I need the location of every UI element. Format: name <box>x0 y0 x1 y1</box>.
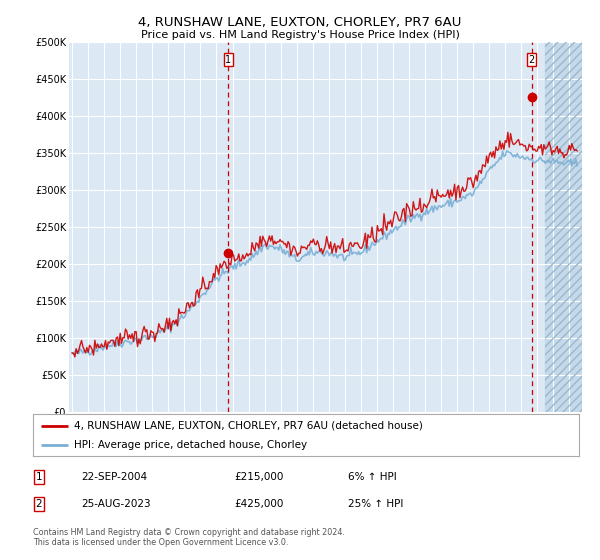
Text: 2: 2 <box>529 55 535 65</box>
Text: Price paid vs. HM Land Registry's House Price Index (HPI): Price paid vs. HM Land Registry's House … <box>140 30 460 40</box>
Bar <box>545 42 582 412</box>
Text: 4, RUNSHAW LANE, EUXTON, CHORLEY, PR7 6AU: 4, RUNSHAW LANE, EUXTON, CHORLEY, PR7 6A… <box>139 16 461 29</box>
Text: 25-AUG-2023: 25-AUG-2023 <box>81 499 151 509</box>
Text: HPI: Average price, detached house, Chorley: HPI: Average price, detached house, Chor… <box>74 440 307 450</box>
Text: 1: 1 <box>225 55 231 65</box>
Text: £425,000: £425,000 <box>234 499 283 509</box>
Text: 4, RUNSHAW LANE, EUXTON, CHORLEY, PR7 6AU (detached house): 4, RUNSHAW LANE, EUXTON, CHORLEY, PR7 6A… <box>74 421 423 431</box>
Text: 6% ↑ HPI: 6% ↑ HPI <box>348 472 397 482</box>
Text: 25% ↑ HPI: 25% ↑ HPI <box>348 499 403 509</box>
Text: 2: 2 <box>35 499 43 509</box>
Text: 1: 1 <box>35 472 43 482</box>
Text: Contains HM Land Registry data © Crown copyright and database right 2024.
This d: Contains HM Land Registry data © Crown c… <box>33 528 345 547</box>
Bar <box>545 42 582 412</box>
Text: 22-SEP-2004: 22-SEP-2004 <box>81 472 147 482</box>
Text: £215,000: £215,000 <box>234 472 283 482</box>
